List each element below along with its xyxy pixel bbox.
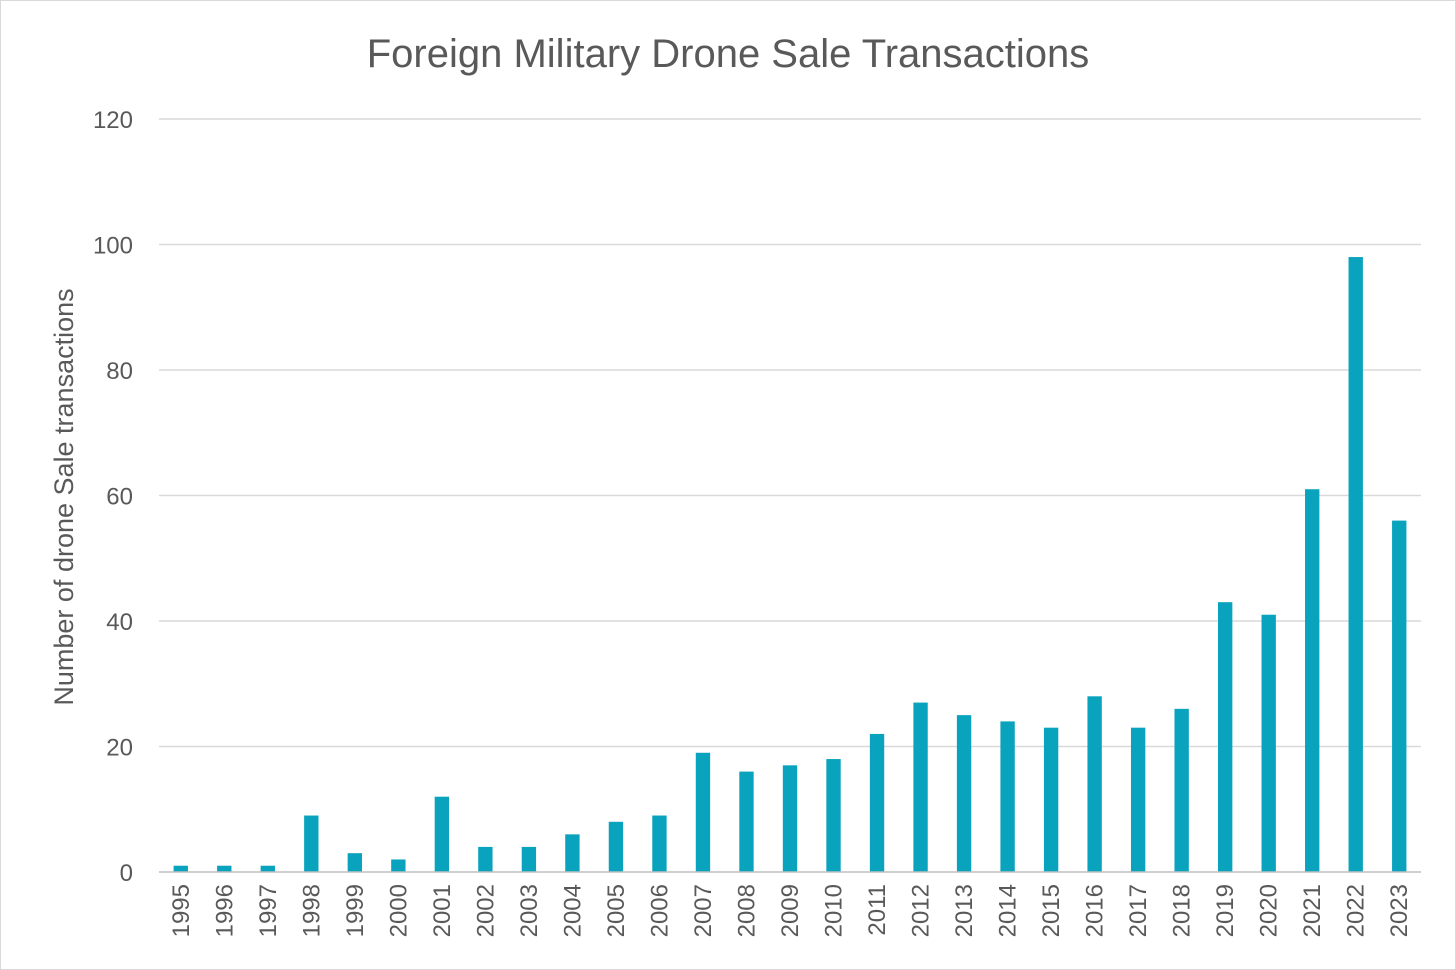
bar-2023 <box>1392 520 1407 872</box>
bar-2000 <box>391 859 406 872</box>
x-tick-label: 2003 <box>516 884 543 937</box>
y-tick-label: 80 <box>106 358 133 385</box>
bar-1997 <box>260 865 275 872</box>
x-tick-label: 2002 <box>472 884 499 937</box>
bar-1998 <box>304 815 319 872</box>
y-tick-label: 0 <box>120 860 133 887</box>
x-tick-label: 2011 <box>864 884 891 936</box>
bar-1995 <box>173 865 188 872</box>
bar-2007 <box>695 752 711 872</box>
x-tick-label: 2008 <box>733 884 760 937</box>
bar-2014 <box>1000 721 1015 872</box>
bar-2002 <box>478 846 493 872</box>
bar-2017 <box>1130 727 1146 872</box>
y-axis-title: Number of drone Sale transactions <box>49 288 79 705</box>
bar-1996 <box>217 865 232 872</box>
bar-2003 <box>521 846 537 872</box>
bars <box>173 257 1407 872</box>
x-tick-label: 1996 <box>211 884 238 937</box>
x-axis-ticks: 1995 1996 1997 1998 1999 2000 2001 2002 2003 2004… <box>168 884 1413 937</box>
bar-2011 <box>869 733 885 872</box>
x-tick-label: 2013 <box>951 884 978 937</box>
x-tick-label: 2021 <box>1299 884 1326 937</box>
x-tick-label: 2012 <box>908 884 935 937</box>
x-tick-label: 2014 <box>995 884 1022 937</box>
x-tick-label: 2010 <box>821 884 848 937</box>
bar-1999 <box>347 853 363 872</box>
x-tick-label: 2019 <box>1212 884 1239 937</box>
x-tick-label: 2017 <box>1125 884 1152 937</box>
bar-2016 <box>1087 696 1102 872</box>
x-tick-label: 2006 <box>646 884 673 937</box>
bar-2008 <box>739 771 754 872</box>
x-tick-label: 1999 <box>342 884 369 937</box>
bar-2015 <box>1043 727 1059 872</box>
bar-2020 <box>1261 614 1276 872</box>
bar-2006 <box>652 815 667 872</box>
y-tick-label: 100 <box>93 233 133 260</box>
x-tick-label: 2000 <box>385 884 412 937</box>
y-axis-ticks: 0 20 40 60 80 100 120 <box>93 107 133 887</box>
chart-title: Foreign Military Drone Sale Transactions <box>367 32 1090 76</box>
y-tick-label: 120 <box>93 107 133 134</box>
bar-2010 <box>826 759 841 872</box>
x-tick-label: 2007 <box>690 884 717 937</box>
x-tick-label: 2016 <box>1082 884 1109 937</box>
bar-2012 <box>913 702 928 872</box>
bar-2021 <box>1305 489 1320 872</box>
bar-2019 <box>1217 602 1233 872</box>
x-tick-label: 2004 <box>559 884 586 937</box>
x-tick-label: 2022 <box>1343 884 1370 937</box>
x-tick-label: 2023 <box>1386 884 1413 937</box>
x-tick-label: 1997 <box>255 884 282 937</box>
bar-2013 <box>956 715 972 872</box>
bar-2004 <box>565 834 580 872</box>
x-tick-label: 2009 <box>777 884 804 937</box>
bar-2009 <box>782 765 798 872</box>
bar-2018 <box>1174 708 1189 872</box>
bar-2001 <box>434 796 450 872</box>
bar-2022 <box>1348 257 1363 872</box>
x-tick-label: 2018 <box>1169 884 1196 937</box>
bar-2005 <box>608 821 624 872</box>
x-tick-label: 1995 <box>168 884 195 937</box>
y-tick-label: 40 <box>106 609 133 636</box>
x-tick-label: 2005 <box>603 884 630 937</box>
x-tick-label: 2020 <box>1256 884 1283 937</box>
x-tick-label: 2015 <box>1038 884 1065 937</box>
gridlines <box>159 118 1421 748</box>
x-tick-label: 1998 <box>298 884 325 937</box>
y-tick-label: 20 <box>106 735 133 762</box>
y-tick-label: 60 <box>106 484 133 511</box>
x-tick-label: 2001 <box>429 884 456 937</box>
